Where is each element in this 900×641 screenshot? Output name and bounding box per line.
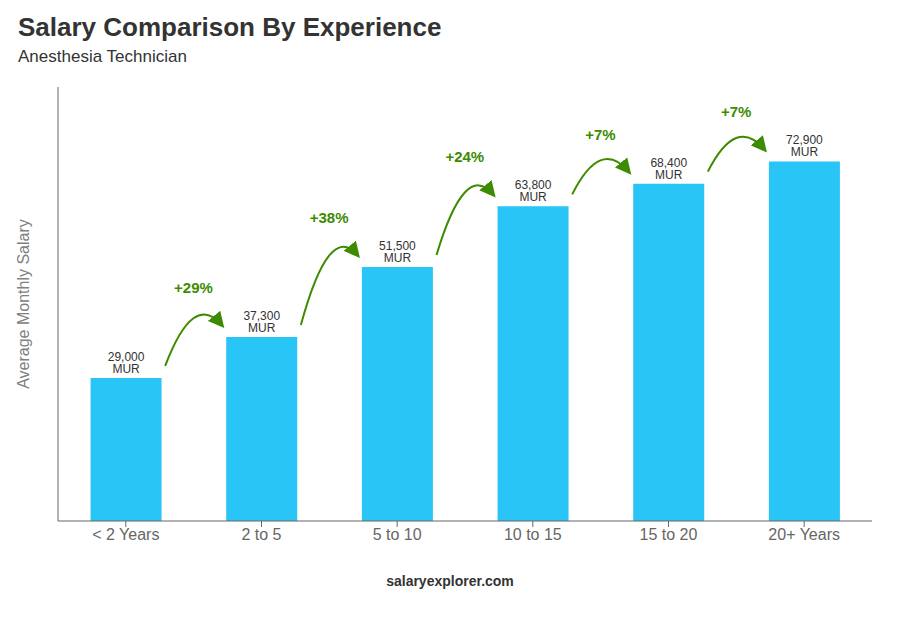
svg-text:+7%: +7% <box>585 126 615 143</box>
svg-text:10 to 15: 10 to 15 <box>504 526 562 543</box>
svg-text:20+ Years: 20+ Years <box>768 526 840 543</box>
html-text:Salary Comparison By Experienc: Salary Comparison By Experience <box>18 12 442 42</box>
svg-text:+38%: +38% <box>310 209 349 226</box>
svg-text:51,500MUR: 51,500MUR <box>379 239 416 265</box>
svg-text:5 to 10: 5 to 10 <box>373 526 422 543</box>
svg-text:15 to 20: 15 to 20 <box>640 526 698 543</box>
svg-text:Average Monthly Salary: Average Monthly Salary <box>15 219 32 389</box>
svg-text:72,900MUR: 72,900MUR <box>786 133 823 159</box>
svg-text:< 2 Years: < 2 Years <box>92 526 159 543</box>
svg-text:63,800MUR: 63,800MUR <box>515 178 552 204</box>
svg-text:2 to 5: 2 to 5 <box>241 526 281 543</box>
svg-text:+24%: +24% <box>445 148 484 165</box>
svg-text:37,300MUR: 37,300MUR <box>243 309 280 335</box>
svg-text:29,000MUR: 29,000MUR <box>108 350 145 376</box>
svg-text:+7%: +7% <box>721 103 751 120</box>
html-text:salaryexplorer.com: salaryexplorer.com <box>386 573 514 589</box>
svg-text:+29%: +29% <box>174 279 213 296</box>
svg-text:68,400MUR: 68,400MUR <box>650 156 687 182</box>
html-text:Anesthesia Technician: Anesthesia Technician <box>18 47 187 66</box>
